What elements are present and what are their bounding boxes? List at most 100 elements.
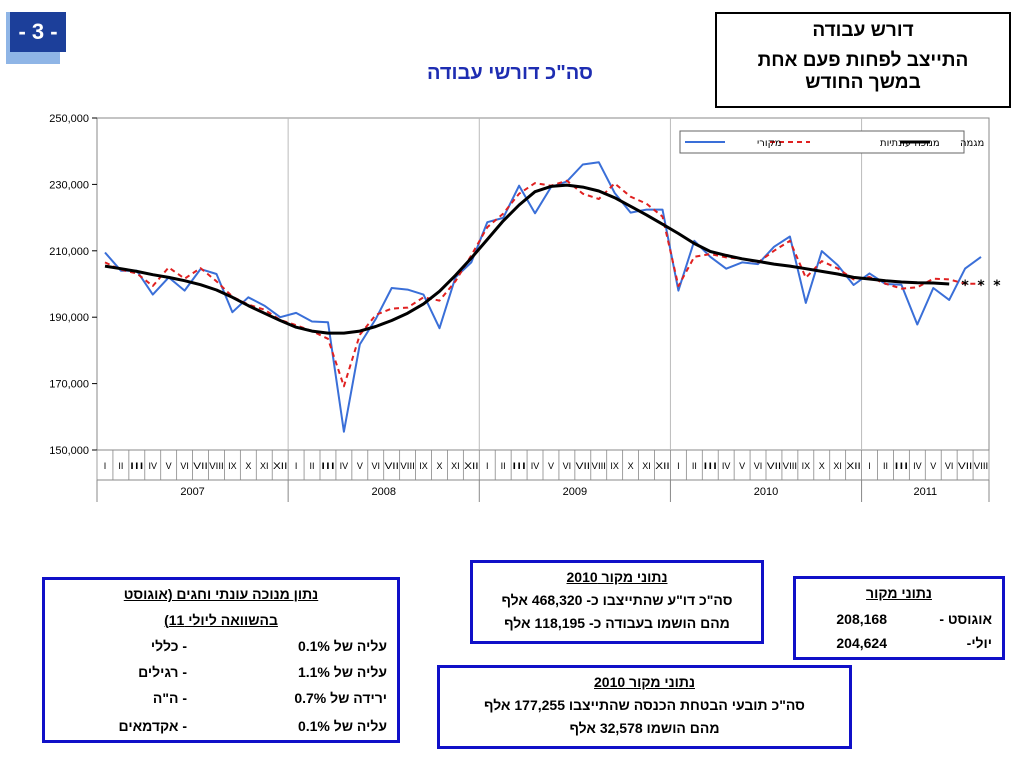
year-label: 2009 xyxy=(563,486,587,498)
month-label: XII xyxy=(273,461,287,471)
chart-title: סה"כ דורשי עבודה xyxy=(426,62,594,84)
month-label: XI xyxy=(451,461,460,471)
month-label: II xyxy=(118,461,123,471)
header-subtitle-1: התייצב לפחות פעם אחת xyxy=(757,50,969,71)
month-label: XI xyxy=(642,461,651,471)
seasonal-row-change: עליה של 0.1% xyxy=(297,638,387,654)
source-current-value: 204,624 xyxy=(836,635,887,651)
month-label: V xyxy=(357,461,363,471)
series-line-2 xyxy=(104,183,950,335)
month-label: VIII xyxy=(783,461,797,471)
source-2010-b-line2: מהם הושמו 32,578 אלף xyxy=(569,720,720,736)
y-tick-label: 210,000 xyxy=(49,246,89,258)
source-current-value: 208,168 xyxy=(836,611,887,627)
month-label: IV xyxy=(340,461,349,471)
legend-label: מנוכה עונתיות xyxy=(880,138,940,149)
source-current-label: יולי- xyxy=(966,635,992,651)
chart-legend: מגמה מנוכה עונתיות מקורי xyxy=(679,130,984,154)
source-2010-box-a: נתוני מקור 2010 סה"כ דו"ע שהתייצבו כ- 46… xyxy=(470,560,764,644)
year-label: 2007 xyxy=(180,486,204,498)
month-label: VIII xyxy=(209,461,223,471)
page-number-badge: - 3 - xyxy=(6,12,66,64)
month-label: VIII xyxy=(400,461,414,471)
source-current-label: אוגוסט - xyxy=(939,611,992,627)
month-label: VIII xyxy=(974,461,988,471)
month-label: III xyxy=(703,461,717,471)
trend-marker: * xyxy=(993,278,1001,294)
month-label: II xyxy=(501,461,506,471)
month-label: VIII xyxy=(592,461,606,471)
source-2010-a-line2: מהם הושמו בעבודה כ- 118,195 אלף xyxy=(504,615,730,631)
month-label: IX xyxy=(419,461,428,471)
month-label: X xyxy=(245,461,251,471)
series-line-0 xyxy=(104,161,982,433)
y-tick-label: 150,000 xyxy=(49,445,89,457)
month-label: VII xyxy=(384,461,398,471)
month-label: VII xyxy=(767,461,781,471)
trend-marker: * xyxy=(961,278,969,294)
month-label: XII xyxy=(846,461,860,471)
month-label: XII xyxy=(464,461,478,471)
plot-area xyxy=(96,117,990,451)
y-tick-label: 170,000 xyxy=(49,379,89,391)
month-label: XI xyxy=(260,461,269,471)
year-label: 2011 xyxy=(913,486,937,498)
month-label: X xyxy=(436,461,442,471)
month-label: VI xyxy=(563,461,572,471)
seasonal-row-change: עליה של 1.1% xyxy=(297,664,387,680)
header-box: דורש עבודה התייצב לפחות פעם אחת במשך החו… xyxy=(715,12,1011,108)
seasonal-row-label: - רגילים xyxy=(138,664,187,680)
month-label: VI xyxy=(754,461,763,471)
source-2010-b-header: נתוני מקור 2010 xyxy=(594,674,695,690)
year-label: 2008 xyxy=(371,486,395,498)
seasonal-header-2: בהשוואה ליולי 11) xyxy=(164,612,278,628)
legend-label: מגמה xyxy=(960,138,984,149)
source-current-box: נתוני מקור אוגוסט - 208,168 יולי- 204,62… xyxy=(793,576,1005,660)
seasonal-row-label: - כללי xyxy=(150,638,187,654)
seasonal-header-1: נתון מנוכה עונתי וחגים (אוגוסט xyxy=(123,586,319,602)
month-label: III xyxy=(512,461,526,471)
month-label: IX xyxy=(610,461,619,471)
seasonal-row-change: עליה של 0.1% xyxy=(297,718,387,734)
seasonal-adjusted-box: נתון מנוכה עונתי וחגים (אוגוסט בהשוואה ל… xyxy=(42,577,400,743)
month-label: VI xyxy=(945,461,954,471)
month-label: V xyxy=(548,461,554,471)
year-label: 2010 xyxy=(754,486,778,498)
month-label: XII xyxy=(655,461,669,471)
month-label: X xyxy=(819,461,825,471)
seasonal-row-label: - אקדמאים xyxy=(118,718,187,734)
month-label: VI xyxy=(180,461,189,471)
header-title: דורש עבודה xyxy=(812,20,914,41)
month-label: III xyxy=(130,461,144,471)
month-label: I xyxy=(295,461,298,471)
month-label: IX xyxy=(802,461,811,471)
month-label: III xyxy=(321,461,335,471)
month-label: IV xyxy=(722,461,731,471)
month-label: IV xyxy=(531,461,540,471)
month-label: X xyxy=(628,461,634,471)
month-label: II xyxy=(692,461,697,471)
month-label: II xyxy=(883,461,888,471)
month-label: IX xyxy=(228,461,237,471)
page-number: - 3 - xyxy=(10,12,66,52)
month-label: I xyxy=(868,461,871,471)
legend-label: מקורי xyxy=(757,138,782,149)
month-label: V xyxy=(930,461,936,471)
month-label: I xyxy=(104,461,107,471)
month-label: IV xyxy=(148,461,157,471)
seasonal-row-change: ירידה של 0.7% xyxy=(294,690,387,706)
seasonal-row-label: - ה"ה xyxy=(152,690,187,706)
line-chart: 150,000 170,000 190,000 210,000 230,000 250,0… xyxy=(49,113,1001,503)
y-tick-label: 250,000 xyxy=(49,113,89,125)
month-label: V xyxy=(166,461,172,471)
source-2010-a-header: נתוני מקור 2010 xyxy=(566,569,668,585)
trend-marker: * xyxy=(977,278,985,294)
month-label: V xyxy=(739,461,745,471)
source-current-header: נתוני מקור xyxy=(866,585,932,601)
month-label: II xyxy=(310,461,315,471)
y-tick-label: 190,000 xyxy=(49,312,89,324)
month-label: I xyxy=(677,461,680,471)
source-2010-a-line1: סה"כ דו"ע שהתייצבו כ- 468,320 אלף xyxy=(501,592,733,608)
month-label: IV xyxy=(913,461,922,471)
month-label: VII xyxy=(958,461,972,471)
